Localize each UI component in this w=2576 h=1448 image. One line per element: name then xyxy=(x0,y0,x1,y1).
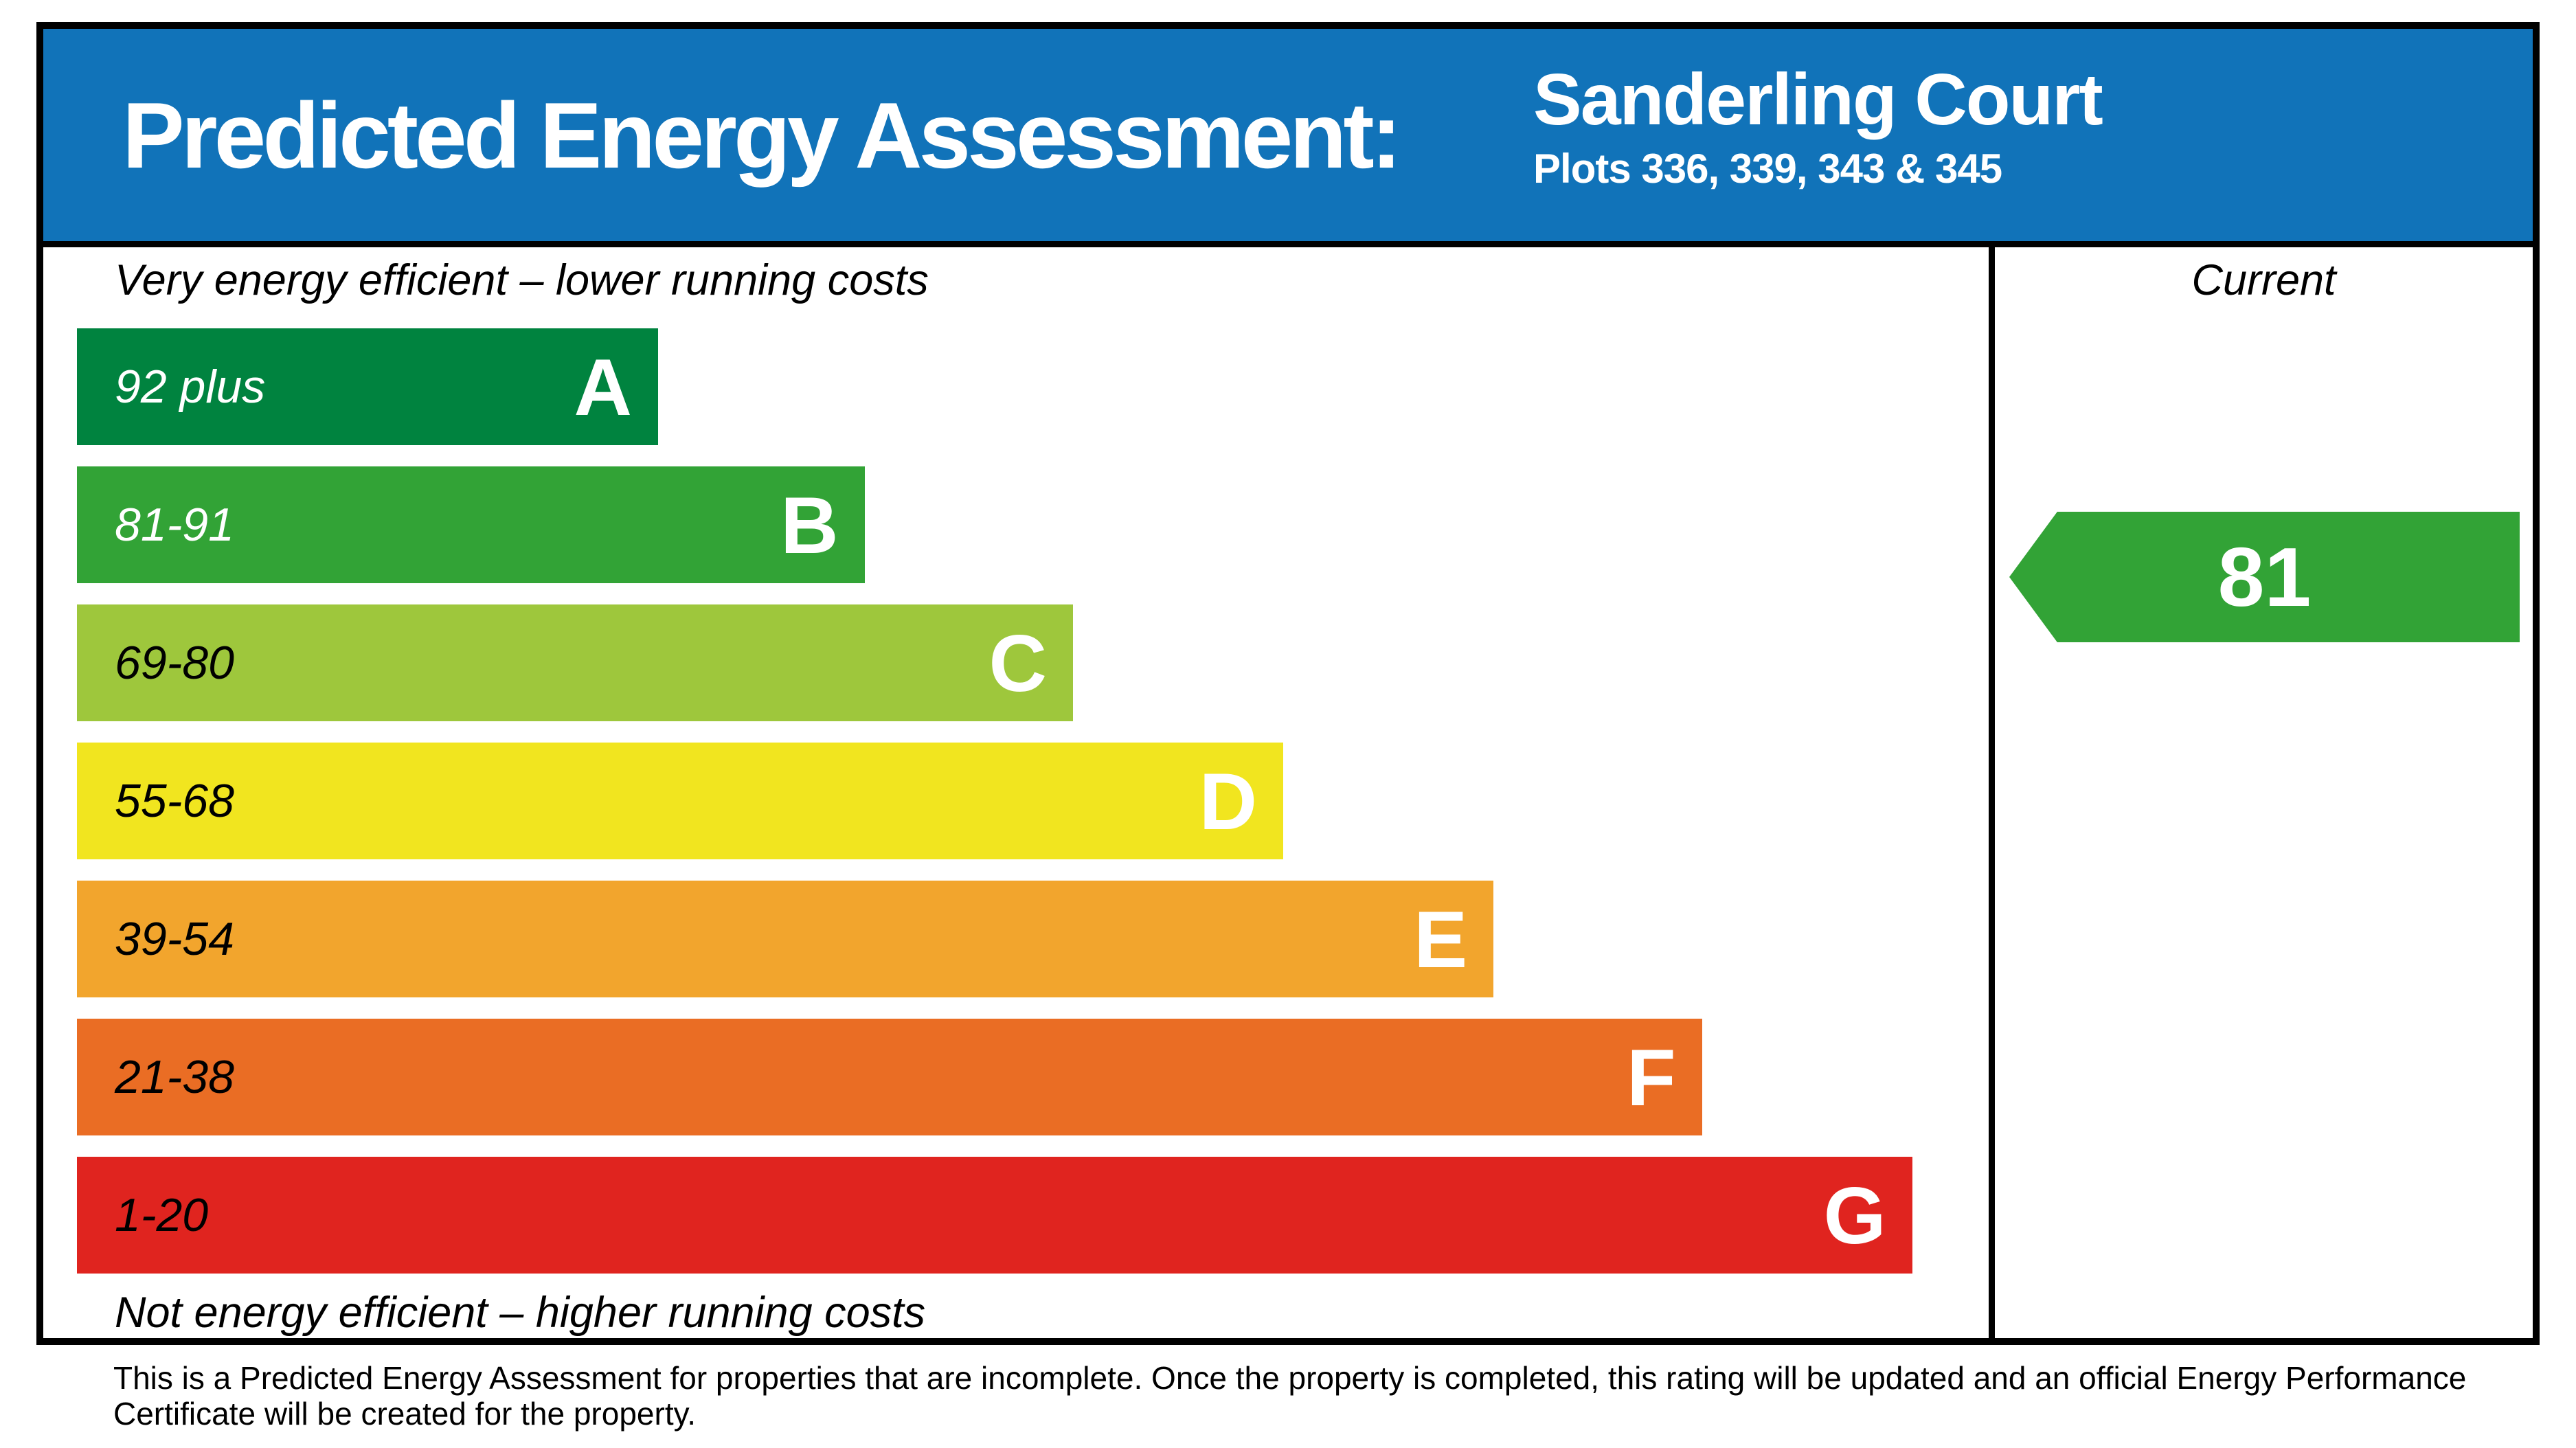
band-letter: E xyxy=(1414,894,1468,984)
property-plots: Plots 336, 339, 343 & 345 xyxy=(1533,146,2002,192)
band-letter: D xyxy=(1199,756,1258,846)
band-row-d: 55-68 D xyxy=(77,743,1989,859)
band-bar-e: 39-54 E xyxy=(77,881,1494,997)
band-bar-c: 69-80 C xyxy=(77,604,1073,721)
band-range-label: 21-38 xyxy=(115,1051,234,1103)
band-letter: A xyxy=(574,341,633,432)
band-row-a: 92 plus A xyxy=(77,328,1989,445)
footer-note-line1: This is a Predicted Energy Assessment fo… xyxy=(113,1360,2467,1396)
caption-very-efficient: Very energy efficient – lower running co… xyxy=(115,256,929,304)
band-row-c: 69-80 C xyxy=(77,604,1989,721)
band-range-label: 92 plus xyxy=(115,361,266,413)
band-letter: C xyxy=(988,618,1047,708)
band-bar-a: 92 plus A xyxy=(77,328,659,445)
band-bar-d: 55-68 D xyxy=(77,743,1284,859)
band-range-label: 55-68 xyxy=(115,775,234,827)
certificate-box: Predicted Energy Assessment: Sanderling … xyxy=(36,22,2540,1345)
band-bar-b: 81-91 B xyxy=(77,466,865,583)
page-title: Predicted Energy Assessment: xyxy=(122,82,1402,188)
band-row-e: 39-54 E xyxy=(77,881,1989,997)
header: Predicted Energy Assessment: Sanderling … xyxy=(43,29,2533,247)
epc-bands: 92 plus A 81-91 B 69-80 C 55-68 D 39-54 xyxy=(77,328,1989,1295)
footer-note: This is a Predicted Energy Assessment fo… xyxy=(113,1360,2504,1432)
band-row-g: 1-20 G xyxy=(77,1157,1989,1274)
current-rating-value: 81 xyxy=(2217,530,2312,624)
band-range-label: 69-80 xyxy=(115,637,234,689)
band-letter: G xyxy=(1823,1170,1886,1260)
footer-note-line2: Certificate will be created for the prop… xyxy=(113,1396,696,1432)
column-divider xyxy=(1989,247,1995,1338)
current-rating-arrow: 81 xyxy=(2009,512,2520,642)
band-row-b: 81-91 B xyxy=(77,466,1989,583)
current-column-header: Current xyxy=(2191,256,2336,304)
property-info: Sanderling Court Plots 336, 339, 343 & 3… xyxy=(1533,59,2103,192)
band-letter: F xyxy=(1627,1032,1676,1122)
band-range-label: 39-54 xyxy=(115,913,234,965)
band-range-label: 1-20 xyxy=(115,1189,209,1241)
caption-not-efficient: Not energy efficient – higher running co… xyxy=(115,1289,926,1337)
band-bar-g: 1-20 G xyxy=(77,1157,1912,1274)
property-name: Sanderling Court xyxy=(1533,59,2103,140)
band-range-label: 81-91 xyxy=(115,499,234,551)
band-row-f: 21-38 F xyxy=(77,1019,1989,1135)
band-bar-f: 21-38 F xyxy=(77,1019,1702,1135)
band-letter: B xyxy=(780,479,839,570)
